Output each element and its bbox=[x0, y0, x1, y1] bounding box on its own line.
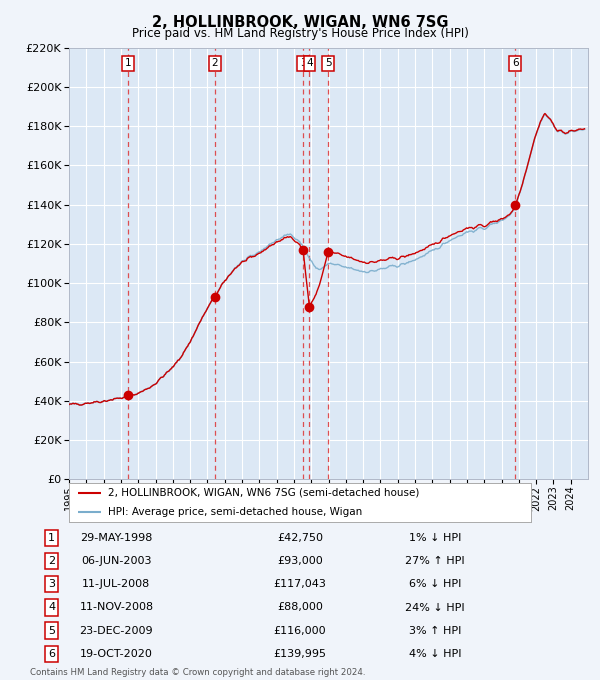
Text: 1: 1 bbox=[125, 58, 131, 68]
Text: 6: 6 bbox=[48, 649, 55, 659]
Text: £116,000: £116,000 bbox=[274, 626, 326, 636]
Text: 11-NOV-2008: 11-NOV-2008 bbox=[79, 602, 154, 613]
Text: 6: 6 bbox=[512, 58, 518, 68]
Text: 4: 4 bbox=[306, 58, 313, 68]
Text: Contains HM Land Registry data © Crown copyright and database right 2024.: Contains HM Land Registry data © Crown c… bbox=[30, 668, 365, 677]
Text: 3: 3 bbox=[300, 58, 307, 68]
Text: 2, HOLLINBROOK, WIGAN, WN6 7SG (semi-detached house): 2, HOLLINBROOK, WIGAN, WN6 7SG (semi-det… bbox=[108, 488, 419, 498]
Text: 5: 5 bbox=[48, 626, 55, 636]
Text: 3: 3 bbox=[48, 579, 55, 590]
Text: 23-DEC-2009: 23-DEC-2009 bbox=[80, 626, 153, 636]
Text: 29-MAY-1998: 29-MAY-1998 bbox=[80, 533, 152, 543]
Text: 4: 4 bbox=[48, 602, 55, 613]
Text: £117,043: £117,043 bbox=[274, 579, 326, 590]
Text: 2: 2 bbox=[212, 58, 218, 68]
Text: £42,750: £42,750 bbox=[277, 533, 323, 543]
Text: HPI: Average price, semi-detached house, Wigan: HPI: Average price, semi-detached house,… bbox=[108, 507, 362, 517]
Text: 6% ↓ HPI: 6% ↓ HPI bbox=[409, 579, 461, 590]
Text: 2, HOLLINBROOK, WIGAN, WN6 7SG: 2, HOLLINBROOK, WIGAN, WN6 7SG bbox=[152, 15, 448, 30]
Text: 27% ↑ HPI: 27% ↑ HPI bbox=[405, 556, 465, 566]
Text: Price paid vs. HM Land Registry's House Price Index (HPI): Price paid vs. HM Land Registry's House … bbox=[131, 27, 469, 40]
Text: 1: 1 bbox=[48, 533, 55, 543]
Text: 5: 5 bbox=[325, 58, 331, 68]
Text: £139,995: £139,995 bbox=[274, 649, 326, 659]
Text: 11-JUL-2008: 11-JUL-2008 bbox=[82, 579, 151, 590]
Text: 4% ↓ HPI: 4% ↓ HPI bbox=[409, 649, 461, 659]
Text: 24% ↓ HPI: 24% ↓ HPI bbox=[405, 602, 465, 613]
Text: 3% ↑ HPI: 3% ↑ HPI bbox=[409, 626, 461, 636]
Text: £93,000: £93,000 bbox=[277, 556, 323, 566]
Text: 2: 2 bbox=[48, 556, 55, 566]
Text: 06-JUN-2003: 06-JUN-2003 bbox=[81, 556, 152, 566]
Text: 19-OCT-2020: 19-OCT-2020 bbox=[80, 649, 153, 659]
Text: £88,000: £88,000 bbox=[277, 602, 323, 613]
Text: 1% ↓ HPI: 1% ↓ HPI bbox=[409, 533, 461, 543]
